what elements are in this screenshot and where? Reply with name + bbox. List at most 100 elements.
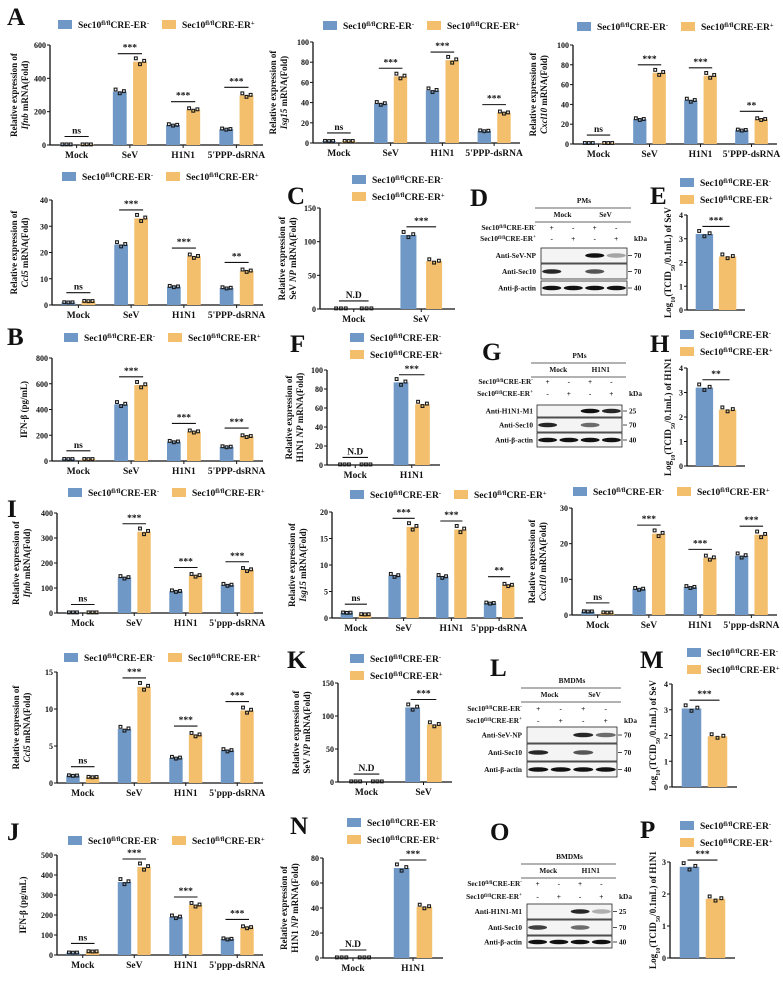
replicate-dot bbox=[187, 252, 192, 257]
replicate-dot bbox=[401, 230, 406, 234]
y-axis-label-line2: Isg15 mRNA(Fold) bbox=[298, 528, 308, 602]
protein-band bbox=[528, 939, 548, 945]
replicate-dot bbox=[739, 128, 744, 133]
genotype-mark: - bbox=[572, 223, 575, 232]
significance-label: *** bbox=[230, 418, 245, 428]
y-label-gene: NP bbox=[290, 916, 300, 929]
y-label-gene: Isg15 bbox=[279, 108, 289, 130]
replicate-dot bbox=[174, 589, 178, 594]
replicate-dot bbox=[374, 100, 379, 104]
bar bbox=[169, 757, 183, 783]
replicate-dot bbox=[362, 612, 367, 617]
panel-letter: L bbox=[490, 655, 507, 682]
bar bbox=[220, 585, 235, 613]
genotype-main: CRE-ER bbox=[220, 654, 257, 664]
replicate-dot bbox=[652, 528, 657, 533]
genotype-main: CRE-ER bbox=[224, 837, 261, 847]
replicate-dot bbox=[146, 528, 151, 533]
replicate-dot bbox=[704, 71, 709, 75]
genotype-sign: - bbox=[439, 654, 441, 661]
replicate-dot bbox=[139, 385, 144, 390]
significance-label: *** bbox=[177, 238, 192, 248]
replicate-dot bbox=[342, 138, 347, 143]
genotype-sign: - bbox=[151, 172, 153, 179]
genotype-prefix: Sec10 bbox=[707, 666, 730, 676]
replicate-dot bbox=[681, 861, 686, 866]
replicate-dot bbox=[245, 926, 249, 931]
y-label-gene: Ifnb bbox=[20, 113, 30, 131]
genotype-main: CRE-ER bbox=[399, 819, 436, 829]
y-tick-label: 150 bbox=[304, 204, 316, 213]
replicate-dot bbox=[139, 219, 144, 223]
genotype-prefix: Sec10 bbox=[84, 334, 107, 344]
genotype-prefix: Sec10 bbox=[700, 348, 723, 358]
bar bbox=[415, 404, 430, 465]
bar bbox=[695, 234, 714, 310]
replicate-dot bbox=[197, 732, 202, 737]
significance-label: N.D bbox=[345, 940, 361, 950]
replicate-dot bbox=[338, 462, 343, 467]
genotype-sign: + bbox=[251, 20, 255, 27]
blot-strip bbox=[540, 263, 628, 280]
y-tick-label: 0 bbox=[664, 783, 668, 792]
genotype-prefix: Sec10 bbox=[370, 491, 393, 501]
genotype-sign: - bbox=[769, 178, 771, 185]
y-tick-label: 40 bbox=[561, 100, 569, 109]
y-tick-label: 0 bbox=[662, 954, 666, 963]
replicate-dot bbox=[697, 382, 702, 387]
replicate-dot bbox=[225, 937, 230, 942]
replicate-dot bbox=[708, 75, 713, 80]
replicate-dot bbox=[420, 404, 425, 408]
replicate-dot bbox=[143, 215, 148, 220]
replicate-dot bbox=[657, 72, 662, 77]
replicate-dot bbox=[178, 914, 182, 919]
replicate-dot bbox=[123, 401, 128, 406]
replicate-dot bbox=[388, 571, 393, 576]
replicate-dot bbox=[126, 575, 131, 580]
genotype-sign: + bbox=[439, 671, 443, 678]
y-label-gene: Ccl5 bbox=[22, 745, 32, 762]
genotype-superscript: fl/fl bbox=[390, 836, 400, 842]
genotype-mark: + bbox=[546, 377, 550, 386]
genotype-row-label: Sec10fl/flCRE-ER+ bbox=[466, 892, 522, 901]
genotype-prefix: Sec10 bbox=[88, 837, 111, 847]
kda-label: kDa bbox=[619, 892, 632, 901]
replicate-dot bbox=[641, 117, 646, 121]
legend-label: Sec10fl/flCRE-ER+ bbox=[447, 21, 520, 33]
y-axis-label: IFN-β (pg/mL) bbox=[18, 877, 28, 934]
replicate-dot bbox=[196, 429, 200, 434]
replicate-dot bbox=[241, 566, 245, 570]
bar bbox=[695, 387, 714, 466]
replicate-dot bbox=[759, 535, 764, 540]
replicate-dot bbox=[71, 773, 75, 778]
replicate-dot bbox=[692, 98, 697, 102]
bar bbox=[393, 76, 408, 143]
protein-band bbox=[528, 750, 549, 755]
genotype-sign: + bbox=[261, 488, 265, 495]
blot-strip bbox=[540, 280, 628, 296]
y-label-prefix: H1N1 bbox=[295, 438, 305, 463]
bar bbox=[406, 526, 419, 618]
genotype-prefix: Sec10 bbox=[192, 489, 215, 499]
replicate-dot bbox=[248, 92, 253, 97]
replicate-dot bbox=[241, 705, 245, 710]
replicate-dot bbox=[195, 107, 200, 112]
group-label: H1N1 bbox=[582, 866, 601, 875]
genotype-prefix: Sec10 bbox=[593, 488, 616, 498]
significance-label: *** bbox=[697, 690, 712, 700]
bar bbox=[679, 866, 700, 958]
significance-label: *** bbox=[179, 558, 194, 568]
genotype-mark: + bbox=[604, 716, 608, 725]
replicate-dot bbox=[688, 99, 693, 104]
y-tick-label: 100 bbox=[557, 41, 569, 50]
panel-letter: F bbox=[290, 331, 305, 358]
antibody-label: Anti-Sec10 bbox=[499, 421, 533, 430]
replicate-dot bbox=[221, 747, 226, 752]
x-tick-label: SeV bbox=[641, 621, 658, 631]
bar bbox=[735, 130, 749, 144]
genotype-sign: - bbox=[153, 653, 155, 660]
legend-swatch bbox=[168, 653, 182, 662]
blot-strip bbox=[536, 404, 623, 418]
replicate-dot bbox=[228, 285, 233, 290]
genotype-prefix: Sec10 bbox=[466, 892, 484, 901]
